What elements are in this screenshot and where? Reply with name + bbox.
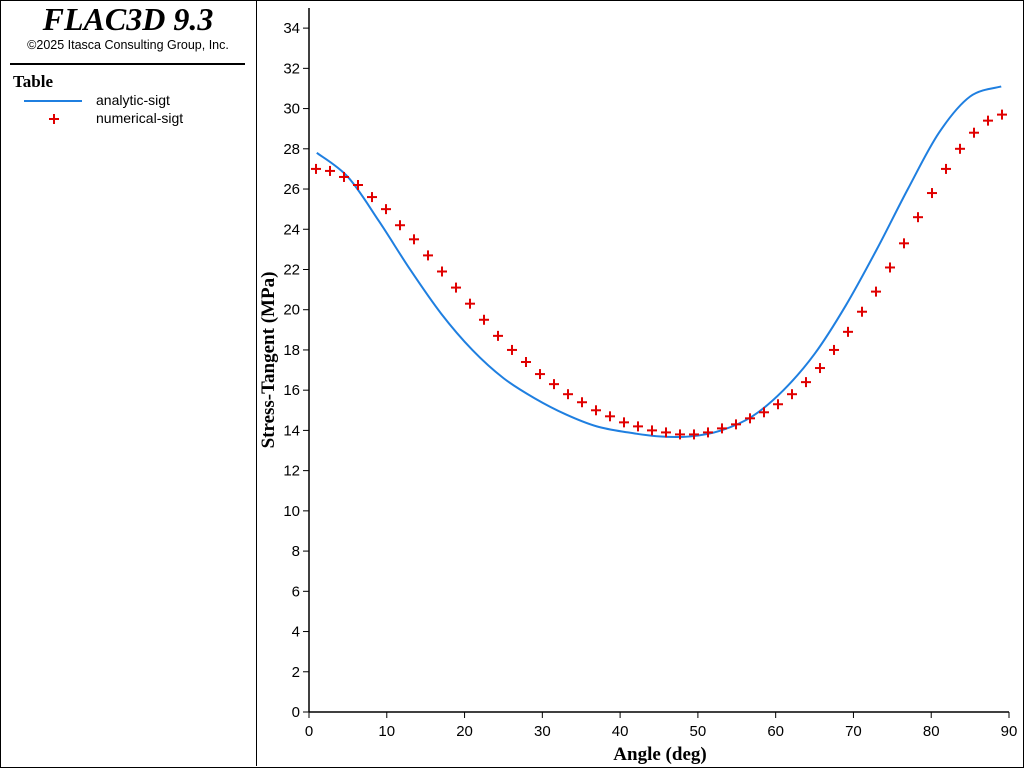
data-point-numerical-sigt: [535, 369, 545, 380]
data-point-numerical-sigt: [549, 379, 559, 390]
plus-marker-icon: [49, 114, 59, 124]
x-tick-label: 60: [767, 723, 784, 740]
x-tick-label: 50: [690, 723, 707, 740]
data-point-numerical-sigt: [731, 419, 741, 430]
legend-label-numerical: numerical-sigt: [96, 110, 184, 126]
data-point-numerical-sigt: [969, 127, 979, 138]
y-tick-label: 10: [283, 503, 300, 520]
y-tick-label: 0: [292, 704, 300, 721]
data-point-numerical-sigt: [353, 180, 363, 191]
data-point-numerical-sigt: [409, 234, 419, 245]
data-point-numerical-sigt: [759, 407, 769, 418]
data-point-numerical-sigt: [661, 427, 671, 438]
x-tick-label: 40: [612, 723, 629, 740]
data-point-numerical-sigt: [997, 109, 1007, 120]
x-tick-label: 10: [378, 723, 395, 740]
legend-item-numerical: numerical-sigt: [20, 110, 220, 127]
data-point-numerical-sigt: [423, 250, 433, 261]
data-point-numerical-sigt: [871, 286, 881, 297]
y-tick-label: 28: [283, 141, 300, 158]
data-point-numerical-sigt: [591, 405, 601, 416]
data-point-numerical-sigt: [339, 171, 349, 182]
copyright-text: ©2025 Itasca Consulting Group, Inc.: [27, 38, 229, 52]
data-point-numerical-sigt: [521, 357, 531, 368]
y-tick-label: 14: [283, 422, 300, 439]
data-point-numerical-sigt: [465, 298, 475, 309]
app-title: FLAC3D 9.3: [42, 1, 214, 37]
y-tick-label: 20: [283, 302, 300, 319]
y-tick-label: 32: [283, 60, 300, 77]
line-swatch-icon: [24, 100, 82, 102]
x-tick-label: 80: [923, 723, 940, 740]
y-tick-label: 4: [292, 624, 300, 641]
y-tick-label: 16: [283, 382, 300, 399]
data-point-numerical-sigt: [815, 363, 825, 374]
data-point-numerical-sigt: [927, 188, 937, 199]
data-point-numerical-sigt: [955, 143, 965, 154]
data-point-numerical-sigt: [857, 306, 867, 317]
data-point-numerical-sigt: [885, 262, 895, 273]
data-point-numerical-sigt: [941, 163, 951, 174]
data-point-numerical-sigt: [451, 282, 461, 293]
data-point-numerical-sigt: [619, 417, 629, 428]
x-axis-title: Angle (deg): [613, 744, 706, 765]
data-point-numerical-sigt: [381, 204, 391, 215]
data-point-numerical-sigt: [703, 427, 713, 438]
data-point-numerical-sigt: [493, 330, 503, 341]
data-point-numerical-sigt: [843, 326, 853, 337]
data-series: [311, 85, 1007, 440]
data-point-numerical-sigt: [563, 389, 573, 400]
y-tick-label: 18: [283, 342, 300, 359]
data-point-numerical-sigt: [801, 377, 811, 388]
y-tick-label: 34: [283, 20, 300, 37]
data-point-numerical-sigt: [437, 266, 447, 277]
series-line-analytic-sigt: [316, 85, 1002, 439]
y-tick-label: 26: [283, 181, 300, 198]
y-tick-label: 2: [292, 664, 300, 681]
y-tick-label: 24: [283, 221, 300, 238]
y-tick-label: 8: [292, 543, 300, 560]
title-divider: [10, 63, 245, 65]
data-point-numerical-sigt: [745, 413, 755, 424]
data-point-numerical-sigt: [633, 421, 643, 432]
legend-title: Table: [13, 72, 54, 91]
data-point-numerical-sigt: [899, 238, 909, 249]
x-tick-label: 20: [456, 723, 473, 740]
y-tick-label: 12: [283, 463, 300, 480]
data-point-numerical-sigt: [675, 429, 685, 440]
data-point-numerical-sigt: [829, 344, 839, 355]
data-point-numerical-sigt: [773, 399, 783, 410]
y-axis-title: Stress-Tangent (MPa): [258, 272, 279, 449]
y-tick-label: 22: [283, 261, 300, 278]
data-point-numerical-sigt: [689, 429, 699, 440]
data-point-numerical-sigt: [913, 212, 923, 223]
data-point-numerical-sigt: [367, 192, 377, 203]
data-point-numerical-sigt: [787, 389, 797, 400]
info-panel: FLAC3D 9.3 ©2025 Itasca Consulting Group…: [0, 0, 257, 766]
y-tick-label: 30: [283, 101, 300, 118]
data-point-numerical-sigt: [311, 163, 321, 174]
data-point-numerical-sigt: [577, 397, 587, 408]
data-point-numerical-sigt: [325, 165, 335, 176]
y-tick-label: 6: [292, 583, 300, 600]
x-tick-label: 90: [1001, 723, 1018, 740]
legend-label-analytic: analytic-sigt: [96, 92, 170, 108]
legend-item-analytic: analytic-sigt: [20, 92, 220, 109]
data-point-numerical-sigt: [507, 344, 517, 355]
x-tick-label: 70: [845, 723, 862, 740]
data-point-numerical-sigt: [647, 425, 657, 436]
data-point-numerical-sigt: [479, 314, 489, 325]
data-point-numerical-sigt: [395, 220, 405, 231]
data-point-numerical-sigt: [605, 411, 615, 422]
data-point-numerical-sigt: [717, 423, 727, 434]
data-point-numerical-sigt: [983, 115, 993, 126]
x-tick-label: 0: [305, 723, 313, 740]
x-tick-label: 30: [534, 723, 551, 740]
